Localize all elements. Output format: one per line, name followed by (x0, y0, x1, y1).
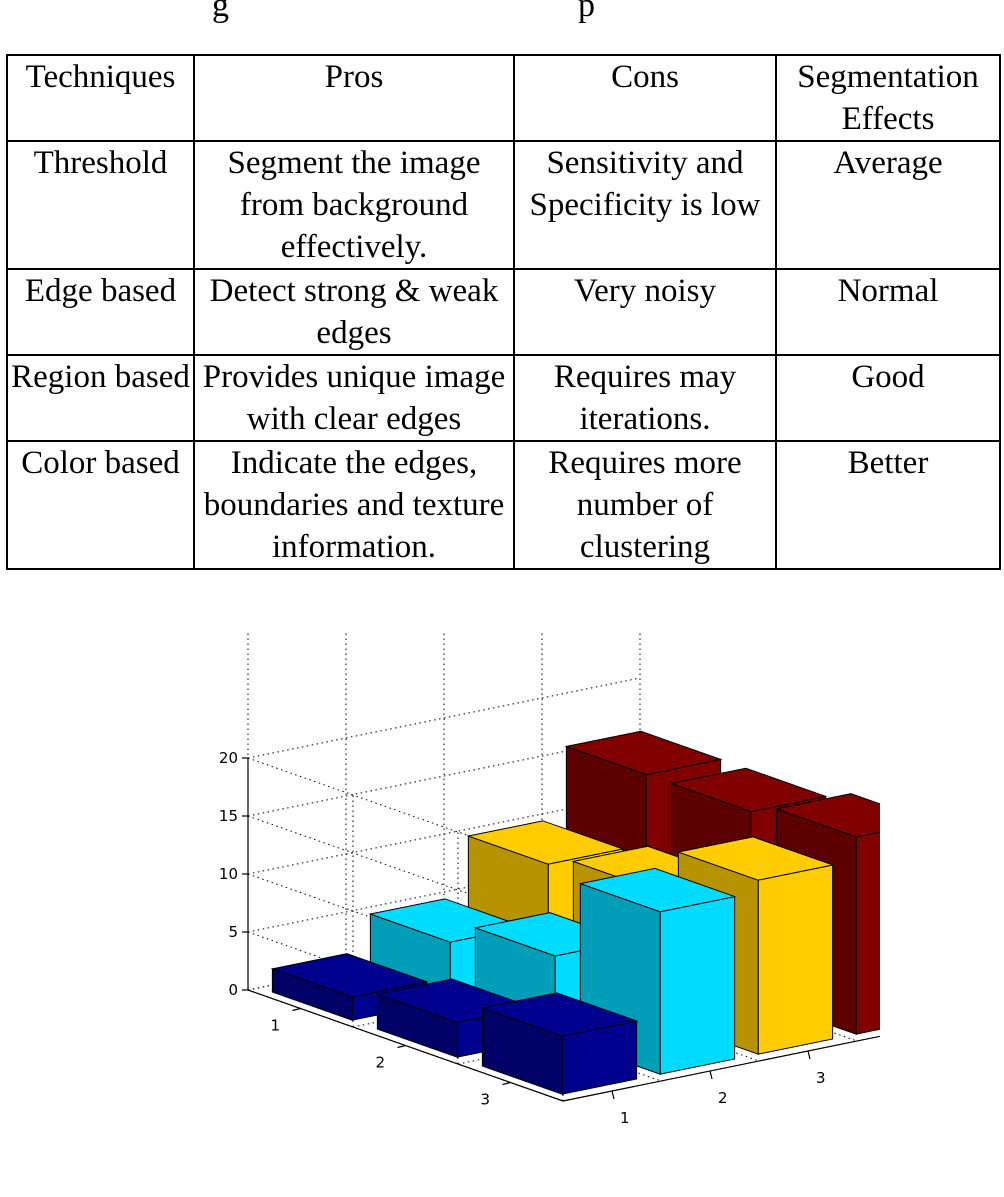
row-axis-tick (502, 1081, 511, 1086)
cell-pros: Provides unique image with clear edges (193, 354, 515, 442)
column-axis-tick (709, 1070, 713, 1080)
row-tick-label: 2 (376, 1054, 386, 1072)
cell-pros: Detect strong & weak edges (193, 268, 515, 356)
column-tick-label: 2 (718, 1089, 728, 1107)
chart-canvas: 051015201231234 (219, 550, 956, 1127)
gridline-left-horizontal (247, 815, 564, 928)
header-pros: Pros (193, 54, 515, 142)
cell-technique: Edge based (6, 268, 195, 356)
z-tick-label: 10 (219, 865, 238, 883)
cell-cons: Requires may iterations. (513, 354, 777, 442)
gridline-back-horizontal (247, 793, 641, 875)
z-tick-label: 15 (219, 807, 238, 825)
z-tick-label: 0 (228, 981, 238, 999)
comparison-table: Techniques Pros Cons Segmentation Effect… (6, 54, 1001, 570)
bar-front-face (659, 895, 736, 1075)
header-techniques: Techniques (6, 54, 195, 142)
gridline-left-horizontal (247, 757, 564, 870)
bar-top-face (480, 992, 639, 1037)
bar-chart-3d: 051015201231234 (200, 550, 956, 1192)
gridline-left-horizontal (247, 873, 564, 986)
cell-technique: Threshold (6, 140, 195, 270)
cell-effect: Good (775, 354, 1001, 442)
cell-pros: Indicate the edges, boundaries and textu… (193, 440, 515, 570)
cell-technique: Region based (6, 354, 195, 442)
bar-top-face (669, 767, 828, 813)
bar-top-face (676, 836, 835, 881)
gridline-left-horizontal (247, 931, 564, 1044)
cell-cons: Very noisy (513, 268, 777, 356)
row-axis-tick (397, 1044, 406, 1049)
bar-top-face (578, 867, 737, 913)
cropped-heading-fragment: g p (0, 0, 1004, 26)
bar-top-face (270, 953, 429, 998)
table-row: Edge based Detect strong & weak edges Ve… (6, 268, 1001, 356)
column-axis-tick (611, 1090, 615, 1100)
header-cons: Cons (513, 54, 777, 142)
cell-effect: Better (775, 440, 1001, 570)
table-row: Threshold Segment the image from backgro… (6, 140, 1001, 270)
column-tick-label: 1 (620, 1109, 630, 1127)
cell-cons: Requires more number of clustering (513, 440, 777, 570)
cell-cons: Sensitivity and Specificity is low (513, 140, 777, 270)
column-tick-label: 3 (816, 1069, 826, 1087)
bar-front-face (855, 821, 932, 1035)
gridline-back-horizontal (247, 677, 641, 759)
z-tick-label: 5 (228, 923, 238, 941)
z-tick-label: 20 (219, 749, 238, 767)
table-row: Region based Provides unique image with … (6, 354, 1001, 442)
table-row: Color based Indicate the edges, boundari… (6, 440, 1001, 570)
cell-pros: Segment the image from background effect… (193, 140, 515, 270)
column-axis-tick (807, 1050, 811, 1060)
cell-effect: Average (775, 140, 1001, 270)
header-segmentation-effects: Segmentation Effects (775, 54, 1001, 142)
bar-top-face (564, 730, 723, 776)
row-axis-tick (292, 1007, 301, 1012)
bar-top-face (466, 820, 625, 865)
row-tick-label: 3 (481, 1091, 491, 1109)
gridline-back-horizontal (247, 735, 641, 817)
cell-effect: Normal (775, 268, 1001, 356)
row-tick-label: 1 (271, 1017, 281, 1035)
gridline-back-horizontal (247, 851, 641, 933)
table-header-row: Techniques Pros Cons Segmentation Effect… (6, 54, 1001, 142)
cropped-heading-left: g (212, 0, 229, 24)
cell-technique: Color based (6, 440, 195, 570)
bar-front-face (757, 864, 834, 1055)
cropped-heading-right: p (578, 0, 595, 24)
